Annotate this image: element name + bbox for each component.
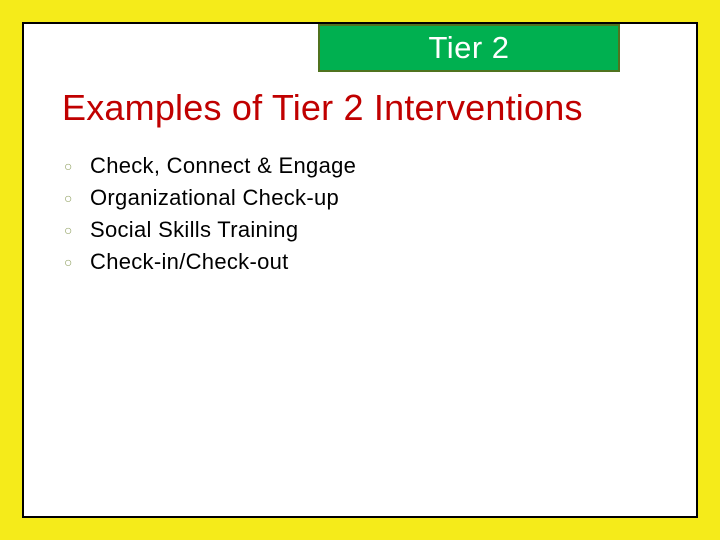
list-item-label: Check-in/Check-out <box>90 248 289 276</box>
list-item-label: Check, Connect & Engage <box>90 152 356 180</box>
list-item: ○ Check, Connect & Engage <box>64 152 356 180</box>
bullet-icon: ○ <box>64 216 90 244</box>
bullet-icon: ○ <box>64 184 90 212</box>
list-item-label: Organizational Check-up <box>90 184 339 212</box>
list-item: ○ Social Skills Training <box>64 216 356 244</box>
tier-badge-label: Tier 2 <box>428 30 509 66</box>
list-item: ○ Check-in/Check-out <box>64 248 356 276</box>
slide-panel: Tier 2 Examples of Tier 2 Interventions … <box>22 22 698 518</box>
list-item-label: Social Skills Training <box>90 216 298 244</box>
bullet-icon: ○ <box>64 152 90 180</box>
tier-badge: Tier 2 <box>318 24 620 72</box>
list-item: ○ Organizational Check-up <box>64 184 356 212</box>
slide-title: Examples of Tier 2 Interventions <box>62 87 583 129</box>
bullet-icon: ○ <box>64 248 90 276</box>
intervention-list: ○ Check, Connect & Engage ○ Organization… <box>64 152 356 280</box>
